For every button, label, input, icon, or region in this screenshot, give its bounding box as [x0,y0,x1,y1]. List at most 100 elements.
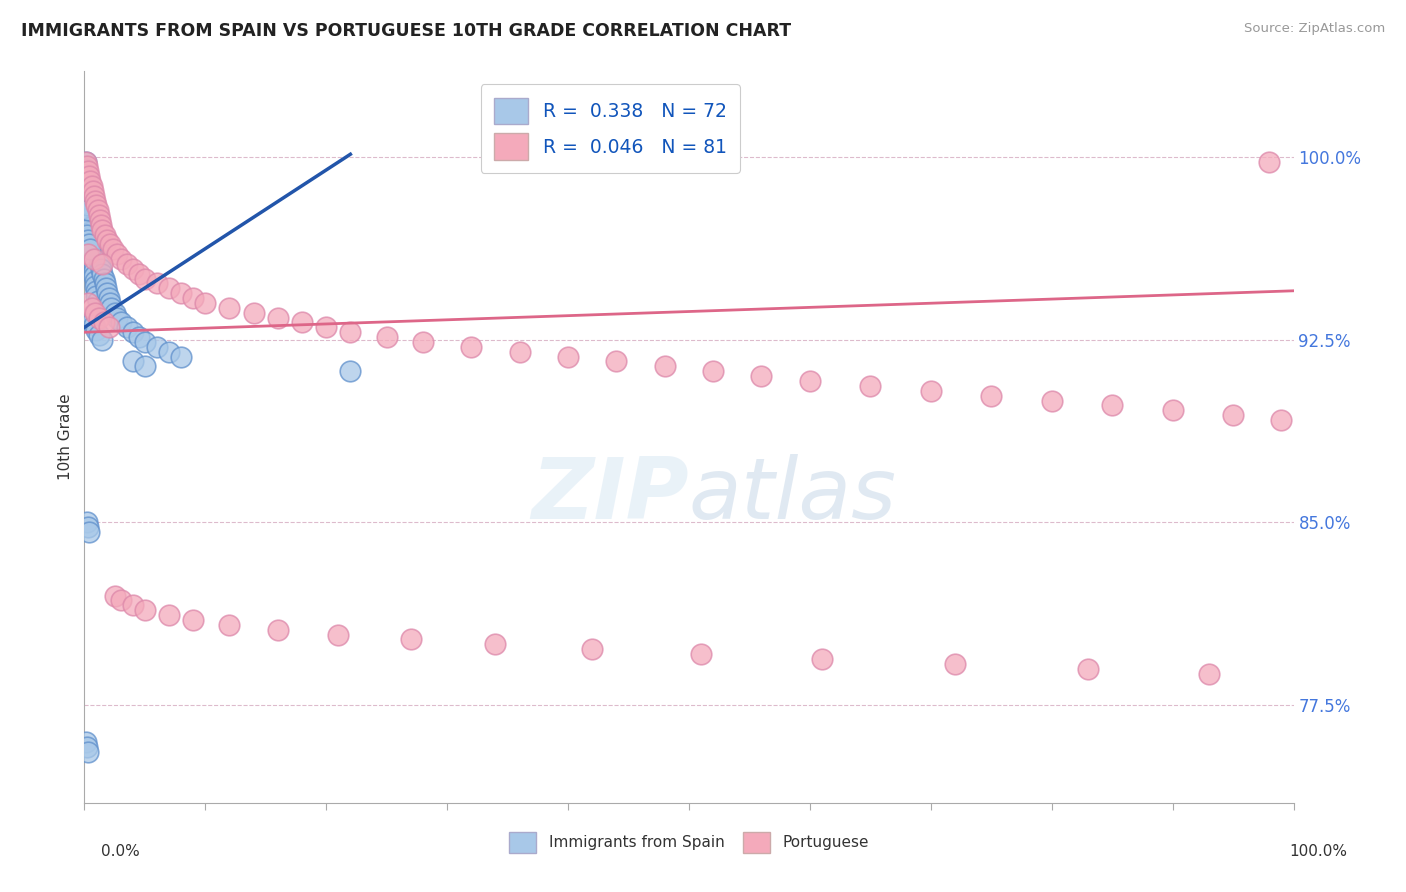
Point [134,603,156,617]
Point [157,281,180,295]
Point [399,632,422,647]
Text: IMMIGRANTS FROM SPAIN VS PORTUGUESE 10TH GRADE CORRELATION CHART: IMMIGRANTS FROM SPAIN VS PORTUGUESE 10TH… [21,22,792,40]
Legend: Immigrants from Spain, Portuguese: Immigrants from Spain, Portuguese [502,824,876,861]
Point [77,201,100,215]
Point [77,203,100,218]
Point [1161,403,1184,417]
Point [76,516,98,530]
Point [82,313,104,327]
Point [80,235,103,249]
Point [91,333,114,347]
Point [105,310,128,325]
Point [79,225,101,239]
Point [77,188,100,202]
Point [103,243,125,257]
Point [86,323,108,337]
Point [79,243,101,257]
Point [98,237,121,252]
Point [75,154,97,169]
Point [157,608,180,623]
Point [91,257,114,271]
Point [83,252,105,266]
Point [98,296,121,310]
Point [80,244,103,259]
Point [91,267,114,281]
Point [97,320,120,334]
Point [121,599,143,613]
Point [339,325,361,339]
Point [82,250,104,264]
Point [82,184,104,198]
Point [859,379,882,393]
Text: 0.0%: 0.0% [101,845,141,859]
Point [94,227,117,242]
Point [76,167,98,181]
Point [86,198,108,212]
Point [84,194,107,208]
Point [77,215,100,229]
Point [82,254,104,268]
Point [1198,666,1220,681]
Point [80,308,103,322]
Point [96,286,118,301]
Point [84,274,107,288]
Point [83,264,105,278]
Text: 100.0%: 100.0% [1289,845,1347,859]
Point [87,310,110,325]
Point [115,257,138,271]
Point [77,247,100,261]
Point [110,316,132,330]
Point [86,288,108,302]
Point [105,247,128,261]
Point [110,593,132,607]
Point [1270,413,1292,427]
Point [89,257,111,271]
Point [920,384,942,398]
Point [84,306,107,320]
Point [77,233,100,247]
Point [79,230,101,244]
Point [87,208,110,222]
Point [75,735,97,749]
Point [484,637,506,651]
Point [77,211,100,225]
Point [86,293,108,308]
Point [90,261,112,276]
Point [97,291,120,305]
Point [121,325,143,339]
Point [242,306,264,320]
Point [76,198,98,212]
Point [86,284,108,298]
Point [75,161,97,176]
Y-axis label: 10th Grade: 10th Grade [58,393,73,481]
Point [690,647,713,661]
Point [134,334,156,349]
Point [77,745,100,759]
Point [77,296,100,310]
Point [146,340,169,354]
Point [702,364,724,378]
Point [181,613,204,627]
Point [77,194,100,208]
Point [181,291,204,305]
Point [76,178,98,193]
Point [328,627,350,641]
Point [83,188,105,202]
Point [76,160,98,174]
Point [84,279,107,293]
Point [170,350,193,364]
Point [291,316,314,330]
Point [87,247,110,261]
Point [375,330,398,344]
Point [980,389,1002,403]
Point [811,652,834,666]
Point [75,154,97,169]
Point [509,344,531,359]
Point [83,260,105,274]
Point [943,657,966,671]
Point [128,267,150,281]
Point [1222,408,1244,422]
Point [110,252,132,266]
Point [80,301,103,315]
Point [80,240,103,254]
